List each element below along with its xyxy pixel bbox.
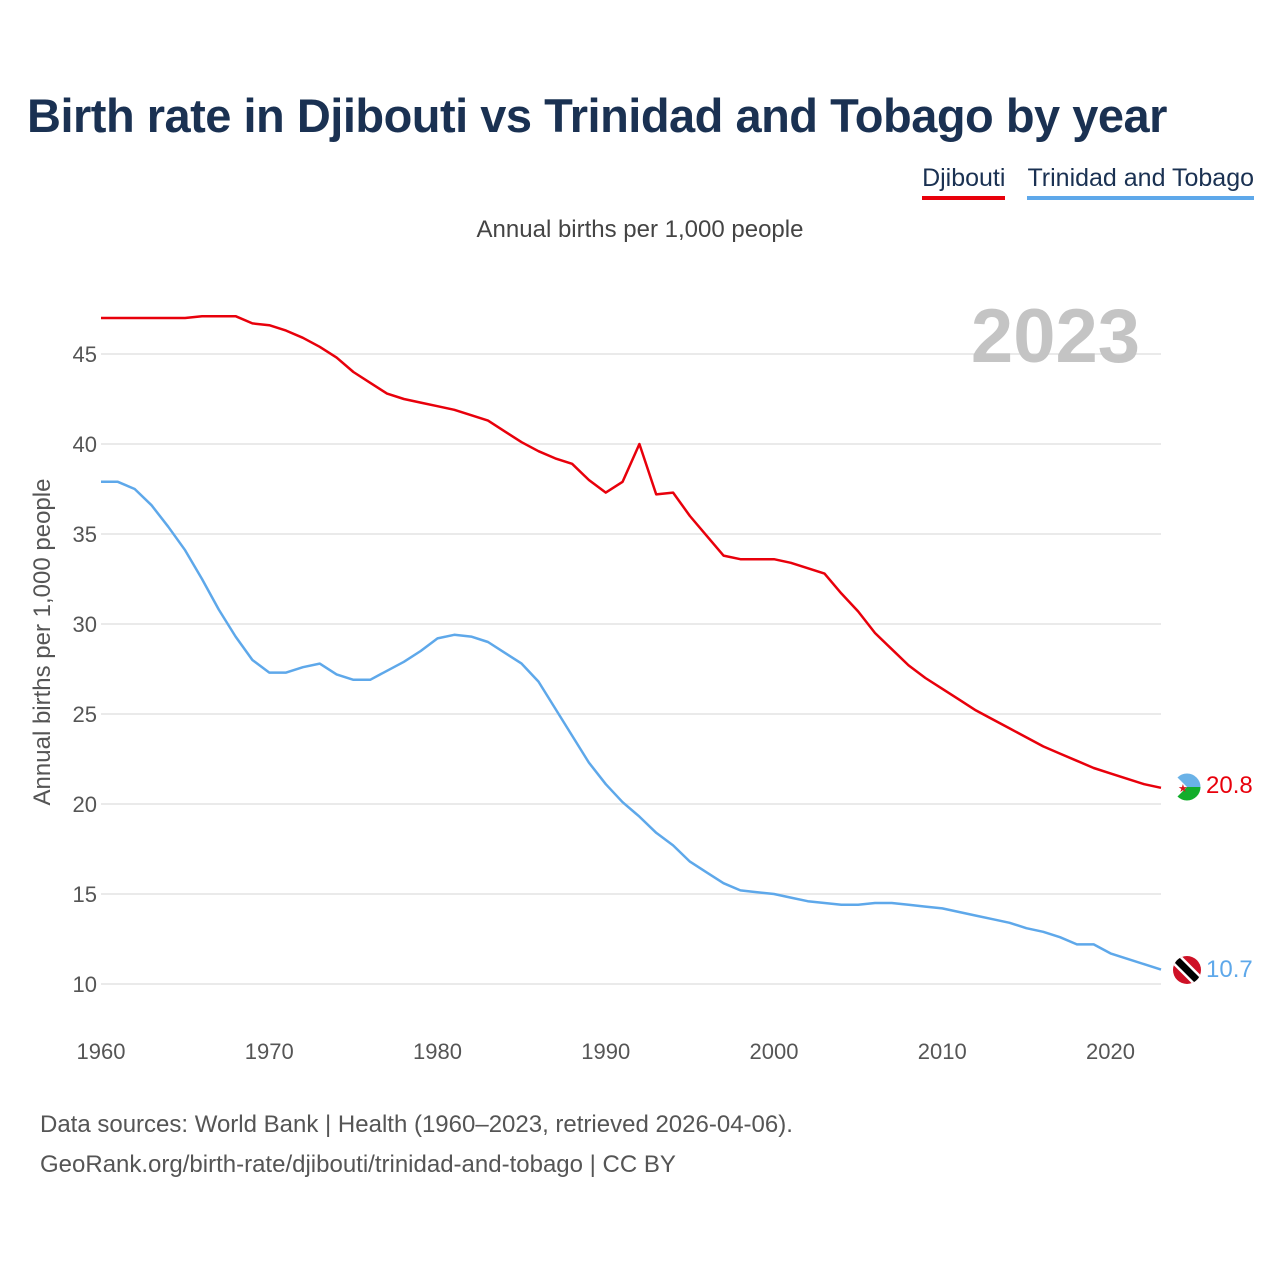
source-line-1: Data sources: World Bank | Health (1960–…: [40, 1111, 793, 1138]
trinidad-and-tobago-end-label: 10.7: [1206, 956, 1253, 983]
x-tick-label: 1970: [245, 1039, 294, 1064]
legend-item-djibouti[interactable]: Djibouti: [922, 164, 1006, 200]
y-tick-label: 35: [73, 522, 97, 547]
x-tick-label: 1960: [77, 1039, 126, 1064]
y-tick-label: 20: [73, 792, 97, 817]
y-tick-label: 25: [73, 702, 97, 727]
x-tick-label: 2020: [1086, 1039, 1135, 1064]
series-line-djibouti[interactable]: [101, 314, 1162, 790]
x-tick-label: 1980: [413, 1039, 462, 1064]
source-line-2[interactable]: GeoRank.org/birth-rate/djibouti/trinidad…: [40, 1151, 676, 1178]
y-tick-label: 15: [73, 882, 97, 907]
chart-subtitle: Annual births per 1,000 people: [476, 216, 804, 243]
y-axis-label: Annual births per 1,000 people: [29, 479, 56, 806]
x-tick-label: 2000: [750, 1039, 799, 1064]
y-tick-label: 40: [73, 432, 97, 457]
source-note: Data sources: World Bank | Health (1960–…: [40, 1105, 793, 1185]
x-tick-label: 1990: [581, 1039, 630, 1064]
series-line-trinidad-and-tobago[interactable]: [101, 480, 1162, 971]
djibouti-end-label: 20.8: [1206, 772, 1253, 799]
djibouti-flag-icon: ★: [1173, 773, 1201, 801]
legend: Djibouti Trinidad and Tobago: [922, 164, 1254, 200]
y-tick-label: 30: [73, 612, 97, 637]
legend-item-trinidad-and-tobago[interactable]: Trinidad and Tobago: [1027, 164, 1254, 200]
x-tick-label: 2010: [918, 1039, 967, 1064]
chart-title: Birth rate in Djibouti vs Trinidad and T…: [27, 89, 1167, 142]
y-tick-label: 10: [73, 972, 97, 997]
year-label: 2023: [971, 294, 1140, 379]
y-tick-label: 45: [73, 342, 97, 367]
trinidad-and-tobago-flag-icon: [1173, 956, 1201, 984]
svg-text:★: ★: [1178, 782, 1188, 795]
